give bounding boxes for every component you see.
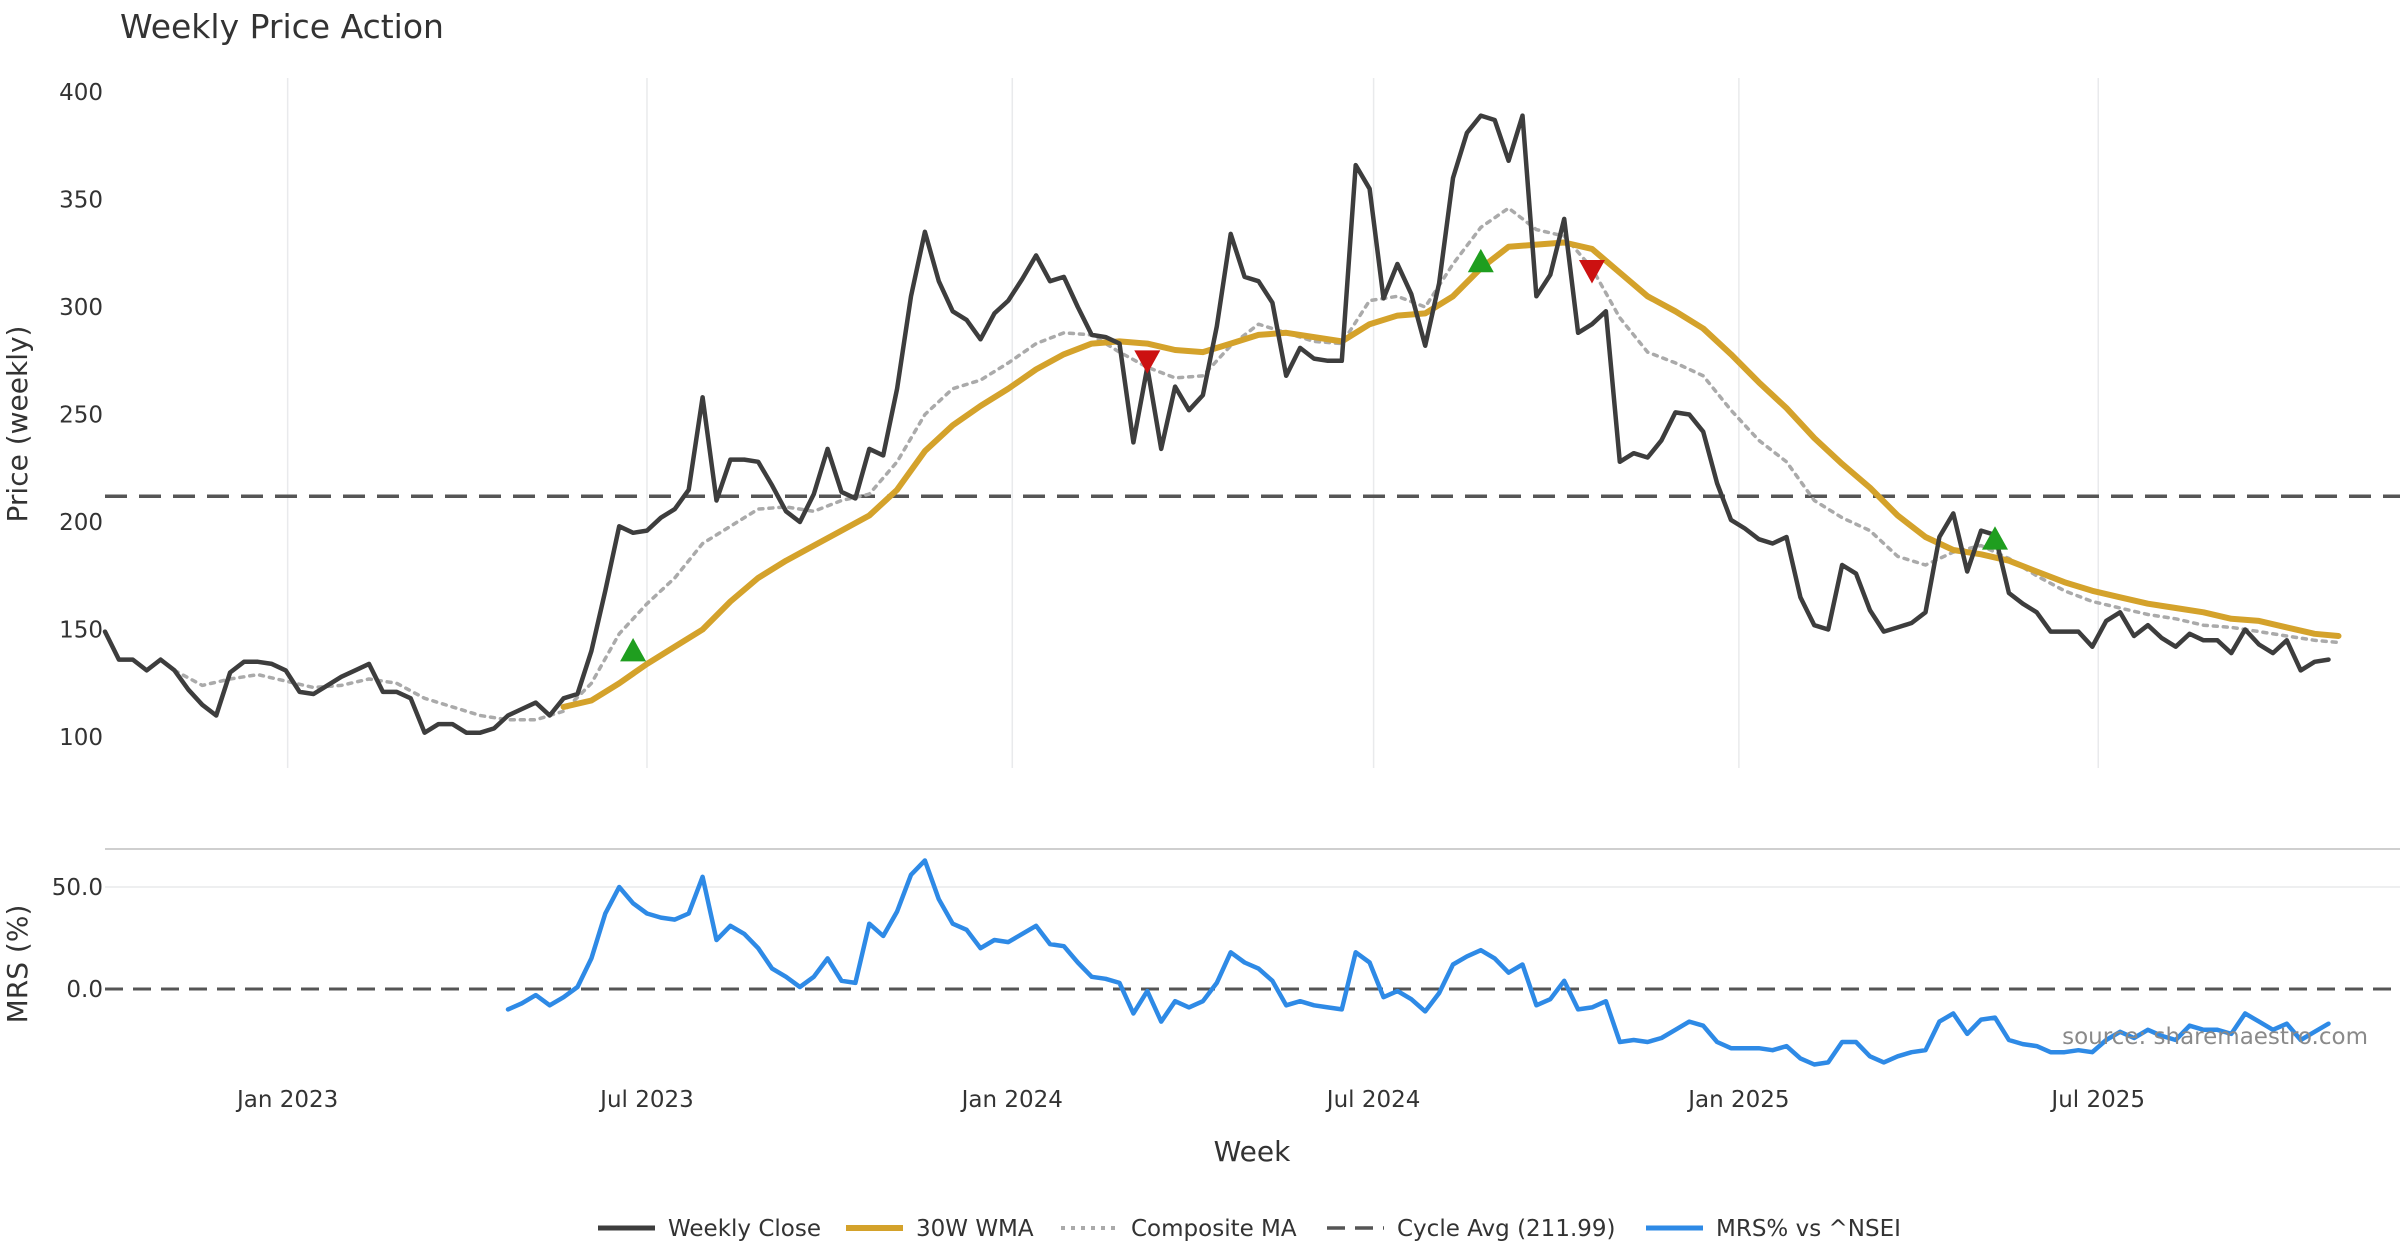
series-composite-line	[172, 206, 2341, 722]
mrs-y-tick-label: 0.0	[66, 977, 103, 1003]
legend-label-composite: Composite MA	[1131, 1216, 1297, 1242]
x-tick-label: Jan 2024	[960, 1087, 1063, 1113]
legend: Weekly Close 30W WMA Composite MA Cycle Avg…	[598, 1216, 1901, 1242]
legend-label-cycle: Cycle Avg (211.99)	[1397, 1216, 1616, 1242]
x-tick-label: Jan 2025	[1686, 1087, 1789, 1113]
x-axis-ticks: Jan 2023 Jul 2023 Jan 2024 Jul 2024 Jan 2025…	[235, 1087, 2145, 1113]
mrs-series	[505, 858, 2331, 1067]
mrs-y-tick-label: 50.0	[52, 875, 103, 901]
price-y-tick-label: 100	[59, 725, 103, 751]
series-mrs-line	[505, 858, 2331, 1067]
price-series	[102, 113, 2342, 735]
price-y-tick-label: 300	[59, 295, 103, 321]
legend-label-close: Weekly Close	[668, 1216, 821, 1242]
price-y-tick-label: 200	[59, 510, 103, 536]
mrs-y-axis-label: MRS (%)	[1, 905, 34, 1024]
price-y-axis-label: Price (weekly)	[1, 326, 34, 523]
series-wma-line	[560, 239, 2342, 710]
chart-title: Weekly Price Action	[120, 7, 444, 46]
buy-signal-marker	[620, 638, 647, 662]
sell-signal-marker	[1578, 260, 1605, 284]
price-y-tick-label: 150	[59, 618, 103, 644]
legend-label-wma: 30W WMA	[916, 1216, 1034, 1242]
mrs-y-ticks: 50.0 0.0	[52, 875, 103, 1003]
x-tick-label: Jul 2023	[598, 1087, 694, 1113]
buy-signal-marker	[1467, 248, 1494, 273]
signal-markers	[620, 248, 2008, 662]
price-y-tick-label: 250	[59, 403, 103, 429]
series-close-line	[102, 113, 2331, 735]
price-y-ticks: 100 150 200 250 300 350 400	[59, 80, 103, 751]
price-grid	[286, 78, 2099, 768]
x-axis-label: Week	[1214, 1135, 1291, 1168]
buy-signal-marker	[1982, 526, 2008, 550]
legend-label-mrs: MRS% vs ^NSEI	[1716, 1216, 1901, 1242]
mrs-panel: 50.0 0.0 MRS (%)	[1, 858, 2400, 1067]
price-y-tick-label: 400	[59, 80, 103, 106]
price-y-tick-label: 350	[59, 188, 103, 214]
source-watermark: source: sharemaestro.com	[2062, 1024, 2368, 1050]
x-tick-label: Jul 2025	[2049, 1087, 2145, 1113]
x-tick-label: Jul 2024	[1325, 1087, 1421, 1113]
x-tick-label: Jan 2023	[235, 1087, 338, 1113]
price-panel: 100 150 200 250 300 350 400 Price (weekly)	[1, 78, 2400, 768]
sell-signal-marker	[1134, 350, 1161, 374]
